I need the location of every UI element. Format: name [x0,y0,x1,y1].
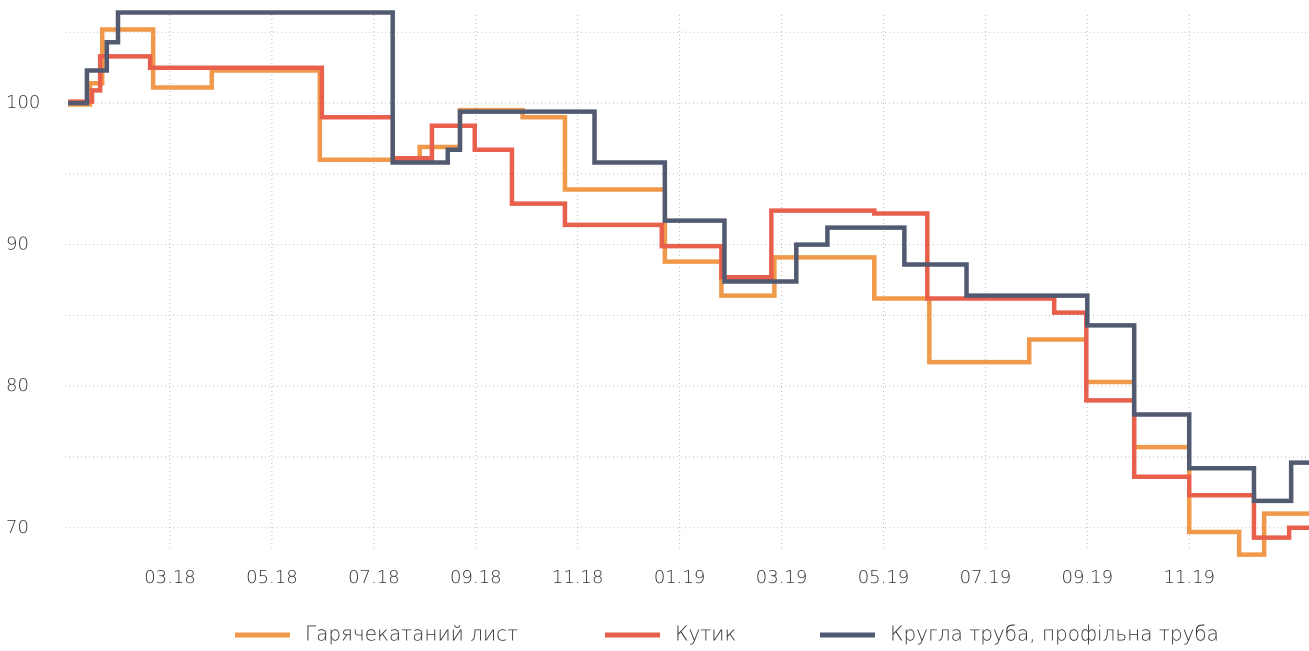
x-tick-label: 11.18 [552,567,604,588]
legend-label: Кругла труба, профільна труба [890,622,1219,646]
legend-label: Кутик [675,622,736,646]
series-line [68,27,1309,557]
x-tick-label: 09.19 [1062,567,1114,588]
x-tick-label: 05.18 [246,567,298,588]
x-tick-label: 01.19 [654,567,706,588]
y-tick-label: 90 [6,234,29,255]
legend-label: Гарячекатаний лист [305,622,518,646]
y-tick-label: 70 [6,517,29,538]
series-line [68,54,1309,540]
series-line [68,10,1309,504]
x-tick-label: 07.19 [960,567,1012,588]
x-tick-label: 03.18 [144,567,196,588]
x-tick-label: 11.19 [1163,567,1215,588]
x-tick-label: 05.19 [858,567,910,588]
x-tick-label: 09.18 [450,567,502,588]
x-tick-label: 03.19 [756,567,808,588]
y-tick-label: 100 [6,92,40,113]
x-tick-label: 07.18 [348,567,400,588]
y-tick-label: 80 [6,375,29,396]
